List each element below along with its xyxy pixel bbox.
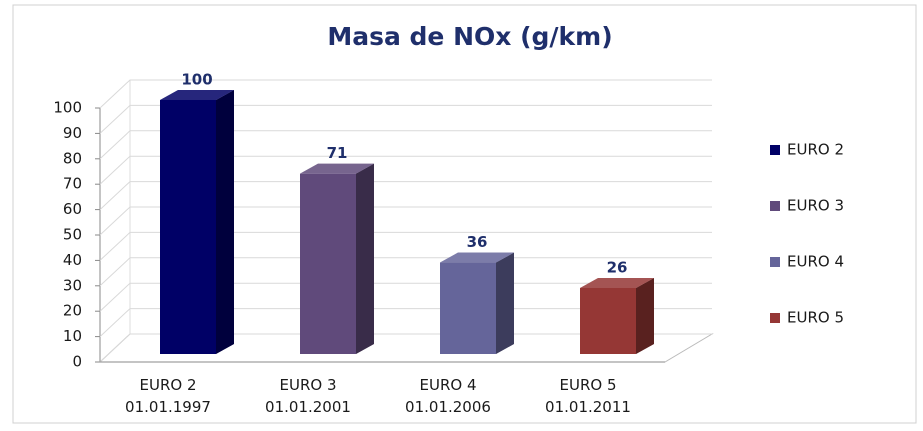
grid-line (99, 206, 712, 236)
grid-line (99, 257, 712, 287)
bar-top-shade (440, 252, 514, 263)
y-tick-label: 90 (63, 124, 82, 142)
bar-side (496, 252, 514, 354)
legend-label: EURO 5 (787, 309, 844, 327)
grid-line (99, 130, 712, 160)
bar-top-shade (580, 277, 654, 288)
legend-swatch (770, 257, 780, 267)
grid-line (99, 104, 712, 134)
y-tick-label: 20 (63, 302, 82, 320)
grid-line (99, 155, 712, 185)
chart-frame (12, 4, 917, 424)
chart-title: Masa de NOx (g/km) (327, 22, 612, 51)
x-tick-label: EURO 4 01.01.2006 (405, 376, 491, 416)
bar-top (160, 90, 234, 100)
value-label: 36 (467, 233, 488, 251)
bar-front (440, 262, 496, 354)
y-tick-label: 80 (63, 149, 82, 167)
grid-line (99, 181, 712, 210)
y-tick-label: 10 (63, 327, 82, 345)
bar-front (580, 287, 636, 354)
bar-top (440, 252, 514, 263)
bar-top-shade (160, 90, 234, 100)
value-label: 26 (607, 258, 628, 276)
bar-side (356, 163, 374, 354)
y-tick-label: 30 (63, 276, 82, 294)
bar-side-shade (636, 277, 654, 354)
value-label: 100 (181, 71, 212, 89)
y-tick-label: 40 (63, 251, 82, 269)
bar-front (160, 100, 216, 354)
bar-top (580, 277, 654, 288)
grid-line (99, 282, 712, 312)
bar-side-shade (496, 252, 514, 354)
value-label: 71 (327, 144, 348, 162)
grid-line (99, 308, 712, 337)
y-tick-label: 60 (63, 200, 82, 218)
bar-side (216, 90, 234, 354)
bar-side-shade (216, 90, 234, 354)
bar-front (300, 173, 356, 354)
legend-swatch (770, 201, 780, 211)
bar-side (636, 277, 654, 354)
legend-label: EURO 4 (787, 253, 844, 271)
legend-label: EURO 2 (787, 141, 844, 159)
y-tick-label: 50 (63, 226, 82, 244)
legend-swatch (770, 313, 780, 323)
legend-swatch (770, 145, 780, 155)
y-tick-label: 0 (72, 353, 82, 371)
grid-line (99, 231, 712, 261)
legend-label: EURO 3 (787, 197, 844, 215)
bar-side-shade (356, 163, 374, 354)
bar-top-shade (300, 163, 374, 174)
grid-line (99, 79, 712, 109)
y-tick-label: 70 (63, 175, 82, 193)
x-tick-label: EURO 3 01.01.2001 (265, 376, 351, 416)
grid-line (99, 333, 712, 363)
y-tick-label: 100 (53, 99, 82, 117)
x-tick-label: EURO 2 01.01.1997 (125, 376, 211, 416)
x-tick-label: EURO 5 01.01.2011 (545, 376, 631, 416)
bar-top (300, 163, 374, 174)
